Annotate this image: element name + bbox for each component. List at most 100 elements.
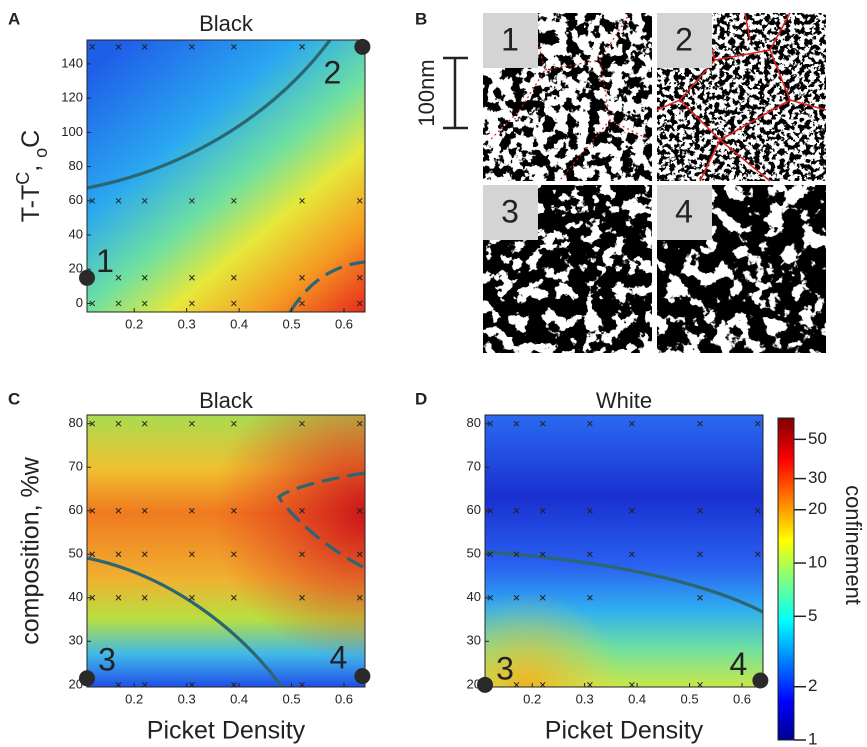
- sample-point: [487, 594, 494, 601]
- sample-point: [189, 594, 195, 601]
- sample-point: [115, 594, 122, 601]
- boundaries: [656, 12, 827, 182]
- sample-point: [89, 197, 96, 204]
- panel-label: C: [8, 389, 20, 408]
- y-tick-label: 70: [69, 459, 83, 474]
- sample-point: [356, 300, 363, 307]
- y-axis-label-part: C: [13, 172, 33, 185]
- y-tick-label: 30: [69, 633, 83, 648]
- colorbar-tick-label: 50: [808, 429, 827, 448]
- sample-point: [487, 551, 494, 558]
- contour: [277, 471, 365, 570]
- x-tick-label: 0.5: [681, 691, 699, 706]
- contour: [87, 40, 332, 190]
- sample-point: [115, 420, 122, 427]
- sample-point: [115, 197, 122, 204]
- chart-title: Black: [199, 11, 254, 36]
- state-label: 4: [329, 640, 347, 676]
- sample-point: [115, 43, 122, 50]
- colorbar-tick-label: 30: [808, 468, 827, 487]
- sample-point: [299, 507, 305, 514]
- sample-point: [189, 681, 195, 688]
- x-tick-label: 0.6: [335, 691, 353, 706]
- heatmap: [87, 40, 365, 312]
- chart-title: White: [596, 388, 652, 413]
- sample-point: [513, 594, 520, 601]
- sample-point: [189, 300, 195, 307]
- x-tick-label: 0.5: [283, 691, 301, 706]
- x-tick-label: 0.4: [230, 316, 248, 331]
- sample-point: [89, 507, 96, 514]
- state-marker: [477, 676, 493, 693]
- sample-point: [629, 507, 635, 514]
- image-label-boxes: [483, 13, 712, 240]
- sample-point: [189, 551, 195, 558]
- y-axis-label-part: C: [17, 130, 45, 148]
- sample-point: [587, 507, 593, 514]
- image-label: 3: [501, 193, 519, 229]
- sample-point: [141, 420, 148, 427]
- sample-point: [231, 594, 237, 601]
- sample-point: [231, 274, 237, 281]
- sample-point: [697, 551, 703, 558]
- x-tick-label: 0.2: [523, 691, 541, 706]
- sample-point: [697, 420, 703, 427]
- scale-bar-label: 100nm: [414, 59, 439, 126]
- x-tick-label: 0.4: [628, 691, 646, 706]
- sample-point: [539, 594, 546, 601]
- sample-point: [141, 681, 148, 688]
- contour: [288, 260, 365, 312]
- axes-frame: [86, 39, 366, 313]
- sample-point: [754, 551, 761, 558]
- state-label: 1: [96, 243, 114, 279]
- contour: [485, 550, 763, 614]
- sample-point: [487, 507, 494, 514]
- y-tick-label: 50: [69, 546, 83, 561]
- sample-point: [299, 43, 305, 50]
- sample-point: [629, 420, 635, 427]
- sample-point: [754, 420, 761, 427]
- state-marker: [79, 269, 95, 286]
- y-tick-label: 120: [61, 90, 83, 105]
- sample-point: [629, 681, 635, 688]
- y-axis-label-part: ,: [17, 158, 45, 172]
- y-tick-label: 140: [61, 55, 83, 70]
- colorbar-tick-label: 2: [808, 676, 817, 695]
- sample-point: [231, 43, 237, 50]
- sample-point: [141, 43, 148, 50]
- y-tick-label: 40: [467, 589, 481, 604]
- x-tick-label: 0.3: [576, 691, 594, 706]
- y-tick-label: 80: [69, 158, 83, 173]
- sample-point: [629, 551, 635, 558]
- x-tick-label: 0.5: [283, 316, 301, 331]
- heatmap-field: [485, 415, 763, 687]
- sample-point: [231, 300, 237, 307]
- image-label: 2: [675, 21, 693, 57]
- state-label: 3: [496, 650, 514, 686]
- sample-point: [697, 594, 703, 601]
- x-tick-label: 0.6: [733, 691, 751, 706]
- sample-point: [356, 507, 363, 514]
- y-tick-label: 70: [467, 459, 481, 474]
- y-tick-label: 30: [467, 633, 481, 648]
- sample-point: [356, 551, 363, 558]
- x-axis-label: Picket Density: [545, 717, 704, 745]
- colorbar-tick-label: 1: [808, 729, 817, 747]
- sample-point: [356, 197, 363, 204]
- contour: [87, 556, 284, 687]
- x-tick-label: 0.2: [125, 316, 143, 331]
- panel-label: A: [8, 9, 20, 28]
- sample-point: [115, 551, 122, 558]
- y-tick-label: 0: [76, 295, 83, 310]
- sample-point: [299, 274, 305, 281]
- sample-point: [231, 507, 237, 514]
- x-tick-label: 0.3: [178, 316, 196, 331]
- sample-point: [587, 681, 593, 688]
- state-label: 4: [729, 646, 747, 682]
- sample-point: [697, 507, 703, 514]
- y-axis-label-part: o: [31, 148, 51, 158]
- sample-point: [115, 274, 122, 281]
- sample-point: [754, 507, 761, 514]
